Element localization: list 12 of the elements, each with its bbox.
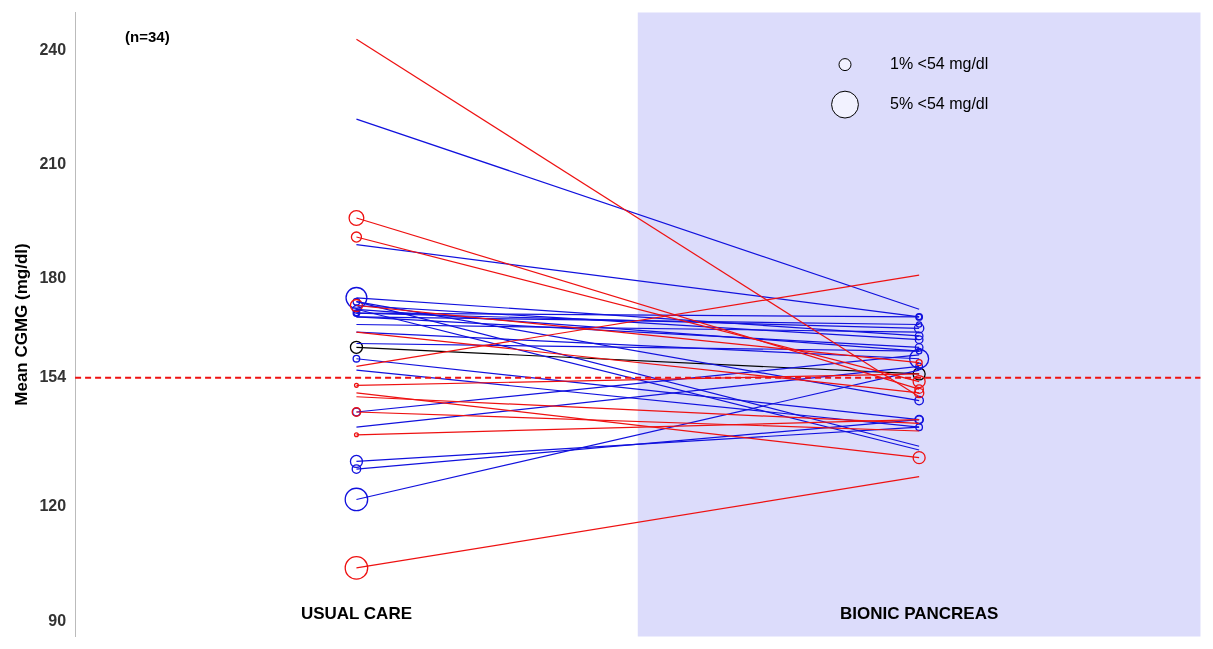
y-axis-title: Mean CGMG (mg/dl) [11, 243, 31, 406]
y-tick-label: 210 [39, 155, 67, 173]
y-tick-label: 120 [39, 497, 67, 515]
annotation: (n=34) [125, 27, 170, 45]
x-tick-label: BIONIC PANCREAS [839, 604, 999, 624]
y-tick-label: 180 [39, 269, 67, 287]
y-tick-label: 90 [48, 611, 67, 629]
y-tick-label: 240 [39, 41, 67, 59]
legend-label: 1% <54 mg/dl [890, 55, 989, 73]
legend-label: 5% <54 mg/dl [890, 95, 989, 113]
y-tick-label: 154 [39, 368, 67, 386]
x-tick-label: USUAL CARE [300, 604, 413, 624]
